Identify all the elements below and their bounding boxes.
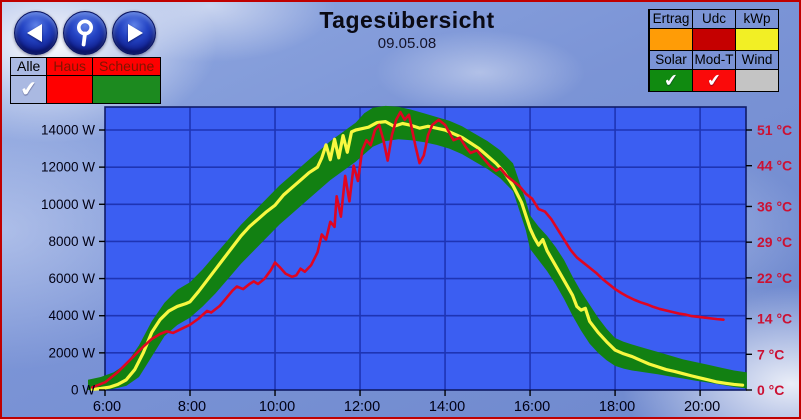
arrow-right-icon xyxy=(128,24,143,42)
filter-alle-checkbox[interactable]: ✔ xyxy=(11,76,47,103)
svg-text:14 °C: 14 °C xyxy=(757,311,792,327)
source-filter-table: Alle ✔ Haus Scheune xyxy=(10,57,162,104)
check-icon: ✔ xyxy=(662,70,680,91)
svg-text:10:00: 10:00 xyxy=(259,399,295,415)
filter-haus-checkbox[interactable] xyxy=(47,76,93,103)
svg-text:6000 W: 6000 W xyxy=(48,271,95,286)
filter-column-haus: Haus xyxy=(47,58,94,103)
legend-toggle-ertrag[interactable] xyxy=(650,28,693,51)
nav-buttons xyxy=(14,11,156,55)
svg-text:36 °C: 36 °C xyxy=(757,198,792,214)
svg-text:29 °C: 29 °C xyxy=(757,234,792,250)
svg-text:6:00: 6:00 xyxy=(93,399,121,415)
filter-column-alle: Alle ✔ xyxy=(11,58,48,103)
legend-label-wind: Wind xyxy=(736,51,779,69)
svg-text:22 °C: 22 °C xyxy=(757,270,792,286)
filter-alle-header[interactable]: Alle xyxy=(11,58,47,76)
zoom-button[interactable] xyxy=(63,11,107,55)
svg-text:2000 W: 2000 W xyxy=(48,345,95,360)
svg-text:20:00: 20:00 xyxy=(684,399,720,415)
svg-text:4000 W: 4000 W xyxy=(48,308,95,323)
legend-header-row-1: Ertrag Udc kWp xyxy=(650,9,779,28)
filter-scheune-header[interactable]: Scheune xyxy=(93,58,161,76)
svg-text:7 °C: 7 °C xyxy=(757,346,784,362)
next-day-button[interactable] xyxy=(112,11,156,55)
svg-text:14:00: 14:00 xyxy=(429,399,465,415)
svg-text:12000 W: 12000 W xyxy=(41,160,95,175)
legend-toggle-solar[interactable]: ✔ xyxy=(650,69,693,92)
legend-label-modt: Mod-T xyxy=(693,51,736,69)
arrow-left-icon xyxy=(27,24,42,42)
svg-text:10000 W: 10000 W xyxy=(41,197,95,212)
series-legend-table: Ertrag Udc kWp Solar Mod-T Wind ✔ ✔ xyxy=(648,9,779,92)
svg-text:8000 W: 8000 W xyxy=(48,234,95,249)
svg-text:0 W: 0 W xyxy=(71,383,95,398)
magnifier-icon xyxy=(77,19,93,47)
svg-text:18:00: 18:00 xyxy=(599,399,635,415)
filter-haus-header[interactable]: Haus xyxy=(47,58,93,76)
legend-label-udc: Udc xyxy=(693,9,736,28)
svg-text:44 °C: 44 °C xyxy=(757,158,792,174)
check-icon: ✔ xyxy=(705,70,723,91)
svg-text:0 °C: 0 °C xyxy=(757,382,784,398)
page-title: Tagesübersicht xyxy=(319,7,495,33)
legend-toggle-udc[interactable] xyxy=(693,28,736,51)
legend-header-row-2: Solar Mod-T Wind xyxy=(650,51,779,69)
title-block: Tagesübersicht 09.05.08 xyxy=(242,7,572,52)
legend-toggle-modt[interactable]: ✔ xyxy=(693,69,736,92)
date-label: 09.05.08 xyxy=(377,35,437,52)
svg-text:12:00: 12:00 xyxy=(344,399,380,415)
legend-label-kwp: kWp xyxy=(736,9,779,28)
filter-scheune-checkbox[interactable] xyxy=(93,76,161,103)
legend-cell-row-2: ✔ ✔ xyxy=(650,69,779,92)
legend-cell-row-1 xyxy=(650,28,779,51)
prev-day-button[interactable] xyxy=(14,11,58,55)
legend-label-ertrag: Ertrag xyxy=(650,9,693,28)
svg-text:51 °C: 51 °C xyxy=(757,122,792,138)
svg-text:14000 W: 14000 W xyxy=(41,123,95,138)
legend-toggle-wind[interactable] xyxy=(736,69,779,92)
check-icon: ✔ xyxy=(18,77,39,102)
filter-column-scheune: Scheune xyxy=(93,58,161,103)
legend-toggle-kwp[interactable] xyxy=(736,28,779,51)
svg-text:8:00: 8:00 xyxy=(178,399,206,415)
svg-text:16:00: 16:00 xyxy=(514,399,550,415)
legend-label-solar: Solar xyxy=(650,51,693,69)
